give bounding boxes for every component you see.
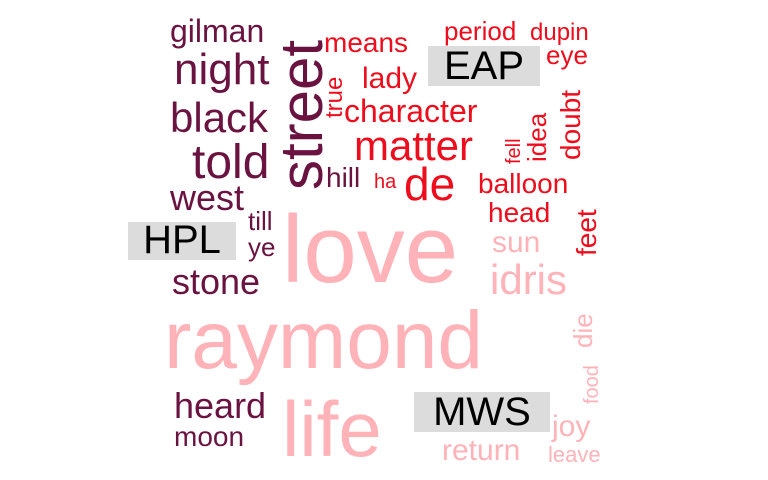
word-leave: leave [548,442,601,467]
word-true: true [321,77,348,118]
word-period: period [444,16,516,46]
word-night: night [174,45,269,94]
word-gilman: gilman [170,13,264,49]
word-return: return [442,434,520,467]
group-label-bg-eap [428,46,540,86]
word-head: head [488,197,550,228]
word-feet: feet [571,209,602,256]
word-love: love [282,196,458,303]
word-black: black [170,94,269,141]
group-label-hpl: HPL [143,218,221,262]
word-ha: ha [374,171,397,193]
word-balloon: balloon [478,168,568,199]
word-stone: stone [172,261,260,302]
word-character: character [344,93,478,129]
word-heard: heard [174,385,266,426]
word-moon: moon [174,421,244,452]
word-means: means [324,27,408,58]
word-die: die [568,313,598,348]
word-de: de [404,158,455,210]
word-sun: sun [492,226,540,259]
word-ye: ye [248,232,275,262]
group-label-bg-hpl [128,222,236,260]
word-raymond: raymond [164,295,483,386]
word-fell: fell [503,138,525,164]
word-till: till [248,206,273,236]
group-labels: HPL EAP MWS [128,44,550,434]
word-dupin: dupin [530,19,589,46]
word-doubt: doubt [555,90,586,160]
word-joy: joy [551,410,590,443]
word-lady: lady [362,62,417,95]
word-hill: hill [326,162,360,193]
word-food: food [581,365,603,404]
group-label-eap: EAP [444,44,524,88]
word-idris: idris [490,256,567,303]
word-west: west [169,177,244,218]
word-matter: matter [354,122,473,169]
group-label-mws: MWS [433,390,531,434]
word-street: street [268,40,335,190]
word-told: told [192,136,269,189]
word-eye: eye [546,40,588,70]
group-label-bg-mws [414,392,550,432]
word-idea: idea [522,112,552,162]
word-life: life [282,385,382,473]
